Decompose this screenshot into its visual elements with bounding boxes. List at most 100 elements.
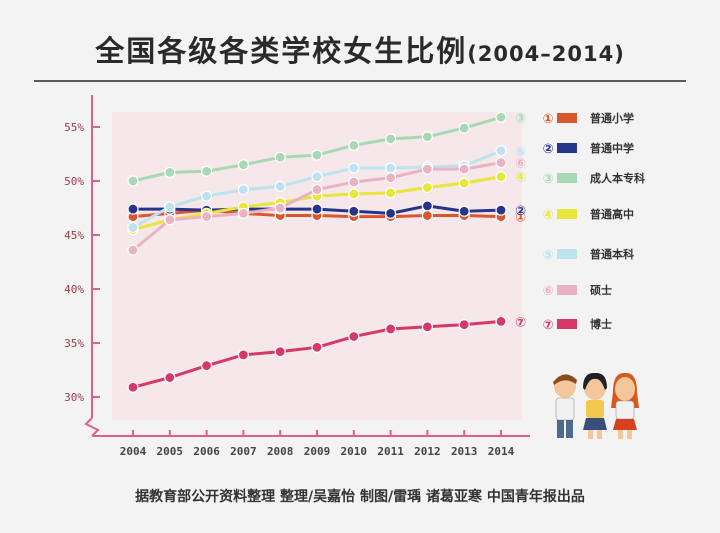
chart-title: 全国各级各类学校女生比例(2004–2014) [0,28,720,70]
series-end-marker: ① [515,211,526,226]
series-group [127,111,507,393]
data-point [237,207,249,219]
data-point [201,165,213,177]
data-point [274,180,286,192]
data-point [311,149,323,161]
x-tick-label: 2007 [230,445,257,458]
data-point [385,162,397,174]
data-point [385,187,397,199]
series-end-marker: ② [515,204,526,219]
series-end-marker: ⑥ [515,157,526,172]
legend-marker: ⑦ [542,318,553,333]
data-point [201,190,213,202]
data-point [164,214,176,226]
data-point [127,244,139,256]
legend-marker: ⑥ [542,284,553,299]
data-point [348,188,360,200]
data-point [495,204,507,216]
data-point [495,111,507,123]
x-tick-label: 2011 [377,445,404,458]
legend-label: 硕士 [590,283,612,297]
legend-swatch [557,209,577,219]
data-point [458,122,470,134]
data-point [311,171,323,183]
data-point [385,323,397,335]
children-illustration [545,368,645,444]
data-point [348,176,360,188]
data-point [127,175,139,187]
data-point [164,201,176,213]
footer-credits: 据教育部公开资料整理 整理/吴嘉怡 制图/雷瑀 诸葛亚寒 中国青年报出品 [135,489,585,505]
data-point [385,207,397,219]
boy-figure [553,374,577,438]
y-axis-break [84,417,100,437]
plot-area [112,112,522,420]
legend-swatch [557,285,577,295]
data-point [311,184,323,196]
data-point [164,166,176,178]
data-point [274,346,286,358]
legend-label: 普通高中 [590,207,634,221]
series-5 [127,145,507,234]
title-years: (2004–2014) [467,42,625,66]
legend-marker: ③ [542,172,553,187]
y-tick-label: 30% [64,391,84,404]
data-point [385,172,397,184]
data-point [201,211,213,223]
x-tick-label: 2012 [414,445,441,458]
title-underline [34,80,686,82]
y-tick-label: 45% [64,229,84,242]
legend-marker: ⑤ [542,248,553,263]
legend-label: 成人本专科 [590,171,645,185]
data-point [421,209,433,222]
series-end-marker: ④ [515,171,526,186]
data-point [421,321,433,333]
y-axis-ticks: 55% 50% 45% 40% 35% 30% [64,121,100,404]
girl-redhair-figure [611,372,639,439]
x-tick-label: 2014 [488,445,515,458]
x-axis-ticks: 2004 2005 2006 2007 2008 2009 2010 2011 2012 2013… [120,430,515,458]
axes [84,95,530,437]
data-point [127,221,139,234]
title-text: 全国各级各类学校女生比例 [95,34,468,68]
series-7 [127,315,507,393]
data-point [348,330,360,343]
series-end-markers: ①② ③ ④ ⑤⑥ ⑦ [515,111,526,330]
y-tick-label: 55% [64,121,84,134]
legend-marker: ④ [542,208,553,223]
data-point [495,157,507,169]
legend-swatch [557,319,577,329]
data-point [458,205,470,217]
data-point [348,162,360,174]
x-tick-label: 2005 [157,445,184,458]
y-tick-label: 35% [64,337,84,350]
x-tick-label: 2004 [120,445,147,458]
data-point [458,163,470,175]
data-point [495,171,507,183]
data-point [237,349,249,361]
girl-figure [583,372,607,439]
series-6 [127,157,507,256]
legend-swatch [557,173,577,183]
data-point [348,205,360,217]
data-point [458,177,470,189]
legend-marker: ① [542,112,553,127]
legend-label: 普通本科 [590,247,634,261]
x-tick-label: 2006 [193,445,220,458]
data-point [421,131,433,143]
data-point [421,200,433,212]
data-point [311,341,323,353]
series-end-marker: ③ [515,111,526,126]
legend: ① 普通小学 ② 普通中学 ③ 成人本专科 ④ 普通高中 ⑤ 普通本科 ⑥ 硕士 ⑦ 博士 [542,111,645,333]
data-point [237,184,249,196]
data-point [495,145,507,157]
x-tick-label: 2010 [341,445,368,458]
data-point [127,203,139,215]
data-point [348,139,360,151]
series-end-marker: ⑤ [515,145,526,160]
data-point [127,381,139,393]
y-tick-label: 40% [64,283,84,296]
data-point [385,133,397,145]
data-point [164,371,176,384]
